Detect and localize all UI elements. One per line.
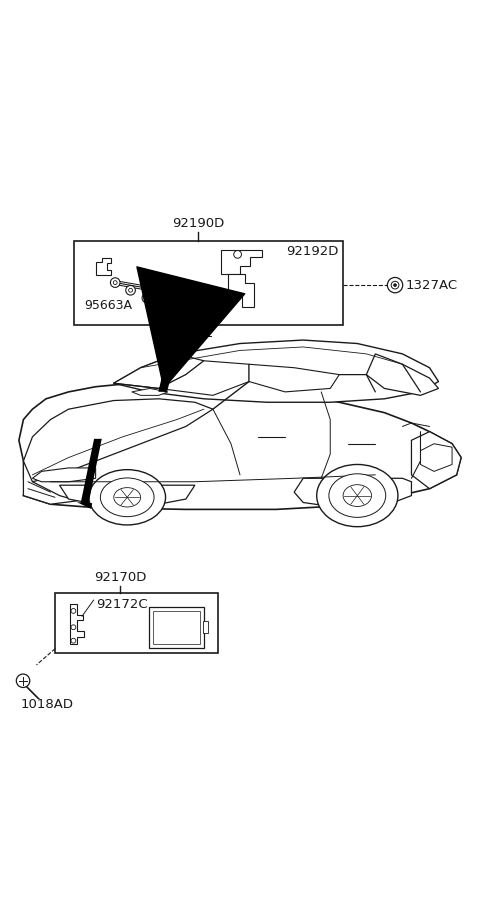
Bar: [180, 308, 194, 318]
Circle shape: [234, 251, 241, 258]
Ellipse shape: [100, 478, 154, 517]
Circle shape: [71, 609, 76, 613]
Polygon shape: [158, 333, 182, 392]
Circle shape: [126, 285, 135, 295]
Bar: [55, 593, 218, 654]
Polygon shape: [77, 502, 92, 509]
Polygon shape: [24, 398, 213, 482]
Text: 92172C: 92172C: [96, 599, 148, 611]
Polygon shape: [159, 361, 249, 396]
Bar: [153, 610, 200, 644]
Polygon shape: [33, 468, 96, 482]
Text: 1018AD: 1018AD: [21, 698, 73, 711]
Circle shape: [71, 625, 76, 630]
Bar: [149, 607, 204, 647]
Bar: [174, 286, 201, 309]
Text: 92190D: 92190D: [172, 217, 224, 230]
Bar: [182, 310, 192, 317]
Circle shape: [113, 281, 117, 285]
Polygon shape: [60, 486, 195, 506]
Polygon shape: [132, 388, 168, 396]
Circle shape: [145, 296, 149, 300]
Polygon shape: [228, 274, 254, 308]
Text: 92191: 92191: [171, 327, 213, 340]
Polygon shape: [221, 250, 262, 274]
Circle shape: [394, 284, 396, 286]
Ellipse shape: [329, 474, 386, 518]
Circle shape: [129, 288, 132, 292]
Polygon shape: [294, 478, 411, 508]
Polygon shape: [366, 353, 439, 396]
Ellipse shape: [343, 485, 372, 507]
Polygon shape: [114, 340, 439, 402]
Polygon shape: [411, 431, 461, 488]
Text: 1327AC: 1327AC: [406, 279, 458, 292]
Text: 92170D: 92170D: [94, 571, 147, 584]
Ellipse shape: [114, 487, 141, 507]
Text: 95663A: 95663A: [84, 299, 132, 312]
Polygon shape: [96, 258, 111, 274]
Ellipse shape: [317, 465, 398, 527]
Polygon shape: [19, 382, 461, 509]
Circle shape: [110, 278, 120, 287]
Text: 92192D: 92192D: [286, 245, 338, 258]
Circle shape: [387, 277, 403, 293]
Circle shape: [391, 281, 399, 289]
Ellipse shape: [89, 470, 166, 525]
Polygon shape: [81, 439, 102, 505]
Circle shape: [142, 293, 152, 303]
Circle shape: [71, 638, 76, 644]
Polygon shape: [114, 353, 204, 388]
Polygon shape: [70, 604, 84, 644]
Circle shape: [16, 674, 30, 688]
Bar: [74, 241, 343, 325]
Polygon shape: [24, 461, 78, 504]
Polygon shape: [420, 443, 452, 471]
Polygon shape: [249, 364, 339, 392]
Bar: [203, 621, 208, 633]
